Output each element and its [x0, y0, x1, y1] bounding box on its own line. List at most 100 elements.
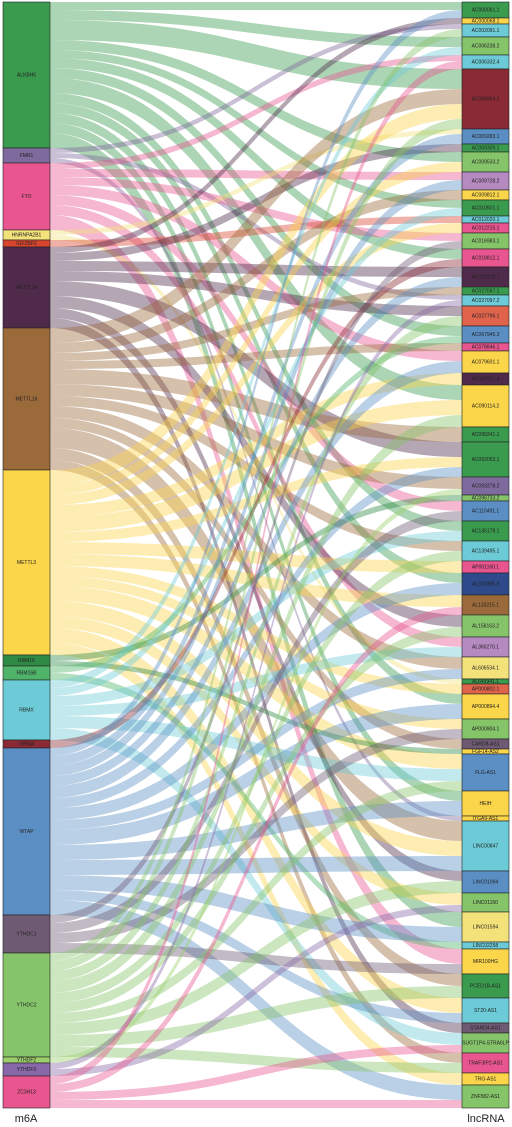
link	[50, 281, 462, 457]
link	[50, 628, 462, 1013]
link	[50, 881, 462, 1035]
link	[50, 1047, 462, 1073]
link	[50, 566, 462, 694]
link	[50, 607, 462, 1092]
link	[50, 158, 462, 821]
link	[50, 180, 462, 776]
link	[50, 531, 462, 706]
link	[50, 78, 462, 400]
target-label: AC012020.1	[472, 217, 500, 223]
link	[50, 316, 462, 981]
link	[50, 119, 462, 971]
target-label: AC009533.2	[472, 159, 500, 165]
target-label: STARD4-AS1	[470, 1025, 501, 1031]
source-node	[2, 914, 51, 954]
link	[50, 801, 462, 860]
link	[50, 20, 462, 89]
target-label: LINC02258	[473, 943, 499, 949]
link	[50, 93, 462, 531]
link	[50, 704, 462, 845]
link	[50, 133, 462, 927]
source-label: IGF2BP2	[16, 241, 37, 247]
link	[50, 448, 462, 986]
target-label: SUGT1P4-STRA6LP	[462, 1040, 509, 1046]
link	[50, 185, 462, 361]
link	[50, 47, 462, 688]
target-node	[461, 911, 510, 943]
link	[50, 296, 462, 627]
link	[50, 900, 462, 1100]
link	[50, 308, 462, 881]
link	[50, 205, 462, 647]
source-label: YTHDC1	[16, 931, 36, 937]
link	[50, 129, 462, 235]
source-label: RBMX	[19, 707, 34, 713]
target-label: AC018812.1	[472, 255, 500, 261]
target-label: CARD8-AS1	[471, 741, 499, 747]
target-label: AC000068.1	[472, 18, 500, 24]
target-label: AC096733.2	[472, 495, 500, 501]
target-label: ST20-AS1	[474, 1008, 497, 1014]
source-label: METTL14	[16, 285, 38, 291]
link	[50, 24, 462, 153]
target-label: AP000802.1	[472, 686, 500, 692]
link	[50, 890, 462, 1023]
links	[50, 2, 462, 1108]
link	[50, 144, 462, 261]
link	[50, 50, 462, 208]
link	[50, 40, 462, 162]
link	[50, 728, 462, 1045]
link	[50, 55, 462, 169]
source-node	[2, 469, 51, 656]
target-label: AP001160.1	[472, 564, 499, 570]
link	[50, 643, 462, 1085]
link	[50, 153, 462, 300]
link	[50, 875, 462, 942]
link	[50, 406, 462, 669]
target-label: AC092053.1	[472, 457, 500, 463]
link	[50, 457, 462, 542]
link	[50, 400, 462, 532]
target-label: AC110491.1	[472, 508, 500, 514]
target-label: AC027796.1	[472, 313, 500, 319]
target-label: AC000061.1	[472, 7, 500, 13]
link	[50, 460, 462, 1063]
target-label: AC090241.1	[472, 432, 500, 438]
link	[50, 586, 462, 769]
target-label: AC006332.4	[472, 59, 500, 65]
target-node	[461, 693, 510, 720]
link	[50, 336, 462, 673]
target-label: LINC01150	[473, 900, 498, 906]
link	[50, 10, 462, 756]
link	[50, 489, 462, 1063]
target-label: MIR100HG	[473, 959, 498, 965]
link	[50, 396, 462, 551]
target-label: AC090114.2	[472, 403, 500, 409]
link	[50, 1045, 462, 1100]
link	[50, 601, 462, 856]
target-label: AC009728.2	[472, 178, 500, 184]
link	[50, 511, 462, 933]
link	[50, 277, 462, 786]
target-label: AC002091.1	[472, 28, 500, 34]
link	[50, 542, 462, 573]
link	[50, 616, 462, 905]
link	[50, 68, 462, 336]
link	[50, 943, 462, 974]
link	[50, 551, 462, 1003]
link	[50, 235, 462, 684]
target-label: AL606534.1	[472, 665, 499, 671]
target-label: AL133215.1	[472, 602, 499, 608]
link	[50, 361, 462, 798]
link	[50, 661, 462, 754]
source-label: YTHDC2	[16, 1002, 36, 1008]
source-label: FMR1	[20, 153, 34, 159]
target-node	[461, 441, 510, 478]
target-label: AC027097.1	[472, 288, 500, 294]
link	[50, 495, 462, 661]
link	[50, 195, 462, 511]
link	[50, 729, 462, 943]
target-label: HEIH	[480, 801, 492, 807]
target-label: AC006238.2	[472, 43, 500, 49]
